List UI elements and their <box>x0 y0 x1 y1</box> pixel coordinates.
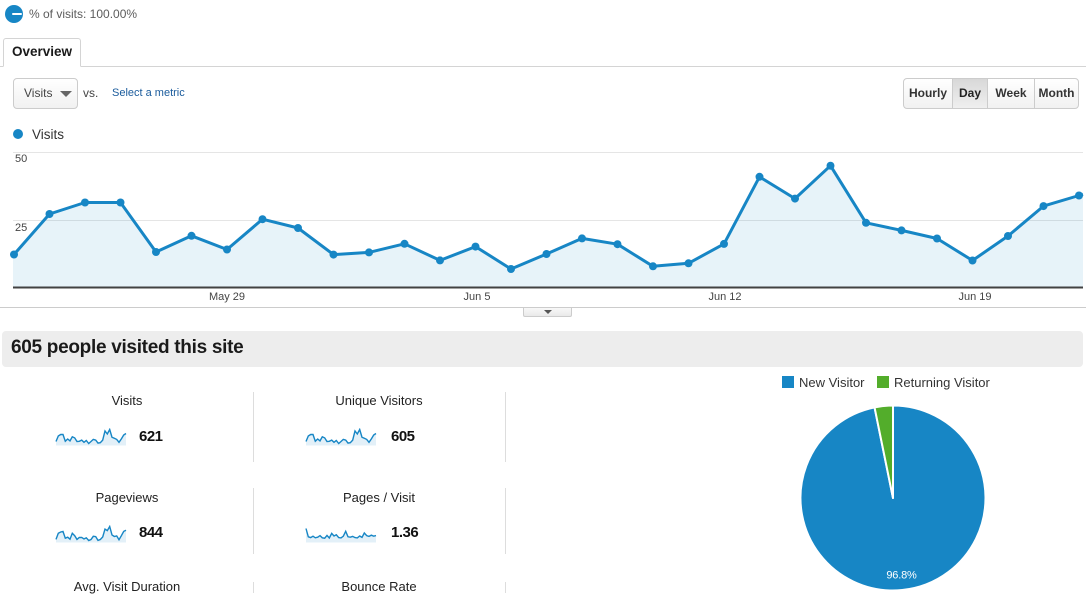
svg-text:96.8%: 96.8% <box>886 570 917 582</box>
